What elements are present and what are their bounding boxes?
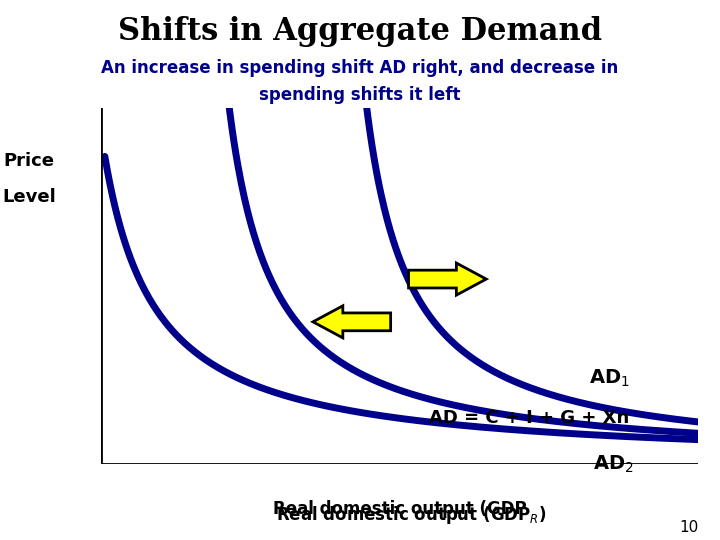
Text: Real domestic output (GDP$_R$): Real domestic output (GDP$_R$) [276,504,547,525]
Text: Price: Price [4,152,55,171]
Text: 10: 10 [679,519,698,535]
FancyArrow shape [408,263,486,295]
Text: Real domestic output (GDP: Real domestic output (GDP [273,500,526,518]
Text: R): R) [0,539,1,540]
Text: An increase in spending shift AD right, and decrease in: An increase in spending shift AD right, … [102,59,618,77]
Text: Level: Level [2,188,56,206]
Text: spending shifts it left: spending shifts it left [259,86,461,104]
FancyArrow shape [313,306,391,338]
Text: AD$_1$: AD$_1$ [588,368,629,389]
Text: AD$_2$: AD$_2$ [593,454,634,475]
Text: AD = C + I + G + Xn: AD = C + I + G + Xn [429,409,630,427]
Text: Shifts in Aggregate Demand: Shifts in Aggregate Demand [118,16,602,47]
